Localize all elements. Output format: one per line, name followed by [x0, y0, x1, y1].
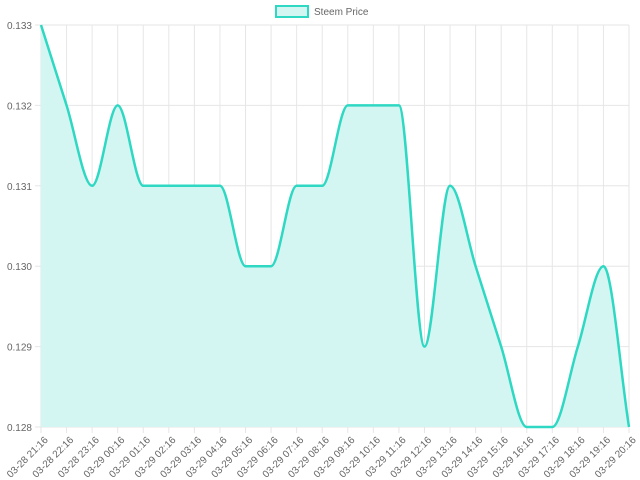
data-point[interactable]	[268, 263, 274, 269]
data-point[interactable]	[140, 183, 146, 189]
series-area-fill	[41, 25, 629, 427]
data-point[interactable]	[115, 102, 121, 108]
y-tick-label: 0.129	[7, 343, 32, 354]
data-point[interactable]	[498, 344, 504, 350]
data-point[interactable]	[38, 22, 44, 28]
data-point[interactable]	[626, 424, 632, 430]
data-point[interactable]	[473, 263, 479, 269]
data-point[interactable]	[396, 102, 402, 108]
series-line	[39, 24, 631, 429]
legend[interactable]: Steem Price	[275, 5, 369, 18]
y-tick-label: 0.131	[7, 182, 32, 193]
data-point[interactable]	[549, 424, 555, 430]
data-point[interactable]	[319, 183, 325, 189]
data-point[interactable]	[421, 344, 427, 350]
data-point[interactable]	[575, 344, 581, 350]
data-point[interactable]	[345, 102, 351, 108]
data-point[interactable]	[294, 183, 300, 189]
data-point[interactable]	[243, 263, 249, 269]
y-tick-label: 0.133	[7, 21, 32, 32]
data-point[interactable]	[447, 183, 453, 189]
y-tick-label: 0.128	[7, 423, 32, 434]
data-point[interactable]	[600, 263, 606, 269]
data-point[interactable]	[217, 183, 223, 189]
data-point[interactable]	[166, 183, 172, 189]
data-point[interactable]	[64, 102, 70, 108]
legend-swatch	[275, 5, 309, 18]
data-point[interactable]	[524, 424, 530, 430]
legend-label: Steem Price	[314, 7, 369, 18]
y-axis-labels: 0.133 0.132 0.131 0.130 0.129 0.128	[7, 21, 32, 434]
data-point[interactable]	[370, 102, 376, 108]
y-tick-label: 0.130	[7, 262, 32, 273]
y-tick-label: 0.132	[7, 101, 32, 112]
data-point[interactable]	[89, 183, 95, 189]
data-point[interactable]	[191, 183, 197, 189]
